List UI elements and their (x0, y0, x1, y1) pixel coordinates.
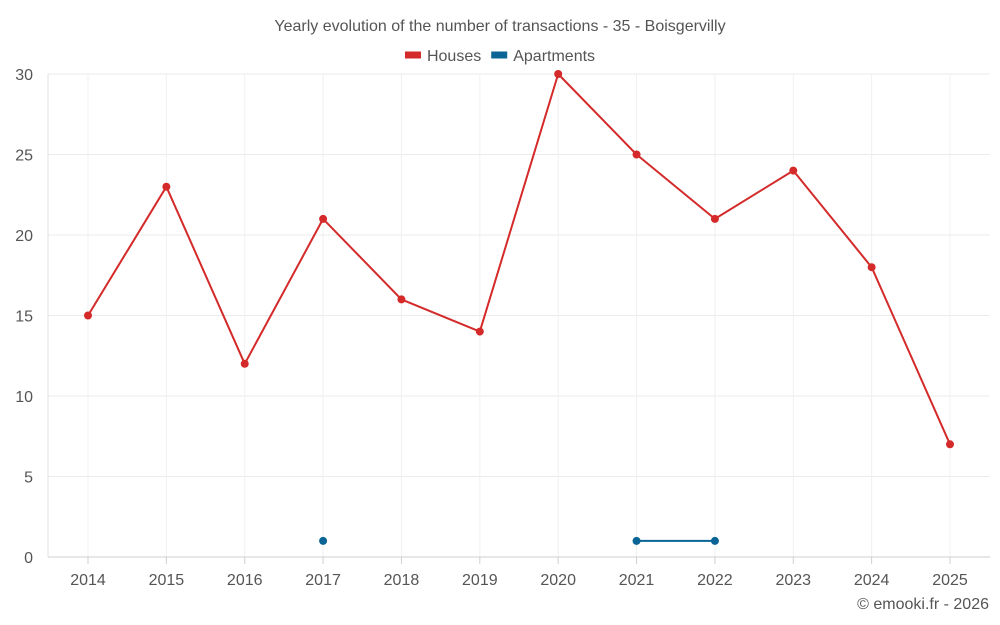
x-tick-label: 2018 (384, 572, 420, 589)
legend-label: Apartments (513, 48, 595, 65)
data-point-houses (554, 70, 563, 78)
data-point-houses (789, 166, 798, 175)
x-tick-label: 2019 (462, 572, 498, 589)
legend: Houses Apartments (404, 48, 595, 65)
series-houses (84, 70, 954, 449)
y-tick-label: 20 (15, 228, 33, 245)
data-point-apartments (632, 536, 641, 545)
chart-title: Yearly evolution of the number of transa… (274, 18, 725, 35)
legend-label: Houses (427, 48, 481, 65)
y-tick-label: 5 (24, 470, 33, 487)
series-apartments (319, 536, 719, 545)
data-point-houses (946, 440, 954, 449)
data-point-houses (632, 150, 641, 159)
grid (48, 73, 990, 557)
x-tick-label: 2020 (540, 572, 576, 589)
x-tick-label: 2015 (149, 572, 185, 589)
y-tick-label: 10 (15, 389, 33, 406)
x-axis-ticks: 2014 2015 2016 2017 2018 2019 2020 2021 2022 2023… (70, 557, 968, 589)
x-tick-label: 2017 (305, 572, 341, 589)
y-axis-ticks: 0 5 10 15 20 25 30 (15, 67, 33, 567)
legend-swatch-houses (404, 51, 421, 59)
data-point-houses (84, 311, 92, 320)
series-line-houses (87, 73, 951, 446)
data-point-houses (162, 182, 171, 191)
x-tick-label: 2016 (227, 572, 263, 589)
x-tick-label: 2025 (932, 572, 968, 589)
data-point-houses (475, 327, 484, 336)
y-tick-label: 15 (15, 309, 33, 326)
credit-text: © emooki.fr - 2026 (857, 596, 989, 613)
data-point-apartments (710, 536, 719, 545)
legend-swatch-apartments (491, 51, 508, 59)
x-tick-label: 2021 (619, 572, 655, 589)
data-point-houses (867, 263, 876, 272)
axes (47, 74, 990, 558)
data-point-houses (319, 214, 328, 223)
series-layer (84, 70, 954, 545)
y-tick-label: 30 (15, 67, 33, 84)
x-tick-label: 2023 (775, 572, 811, 589)
x-tick-label: 2014 (70, 572, 106, 589)
data-point-houses (710, 214, 719, 223)
x-tick-label: 2024 (854, 572, 890, 589)
data-point-houses (240, 359, 249, 368)
x-tick-label: 2022 (697, 572, 733, 589)
data-point-houses (397, 295, 406, 304)
y-tick-label: 0 (24, 550, 33, 567)
data-point-apartments (319, 536, 328, 545)
y-tick-label: 25 (15, 148, 33, 165)
